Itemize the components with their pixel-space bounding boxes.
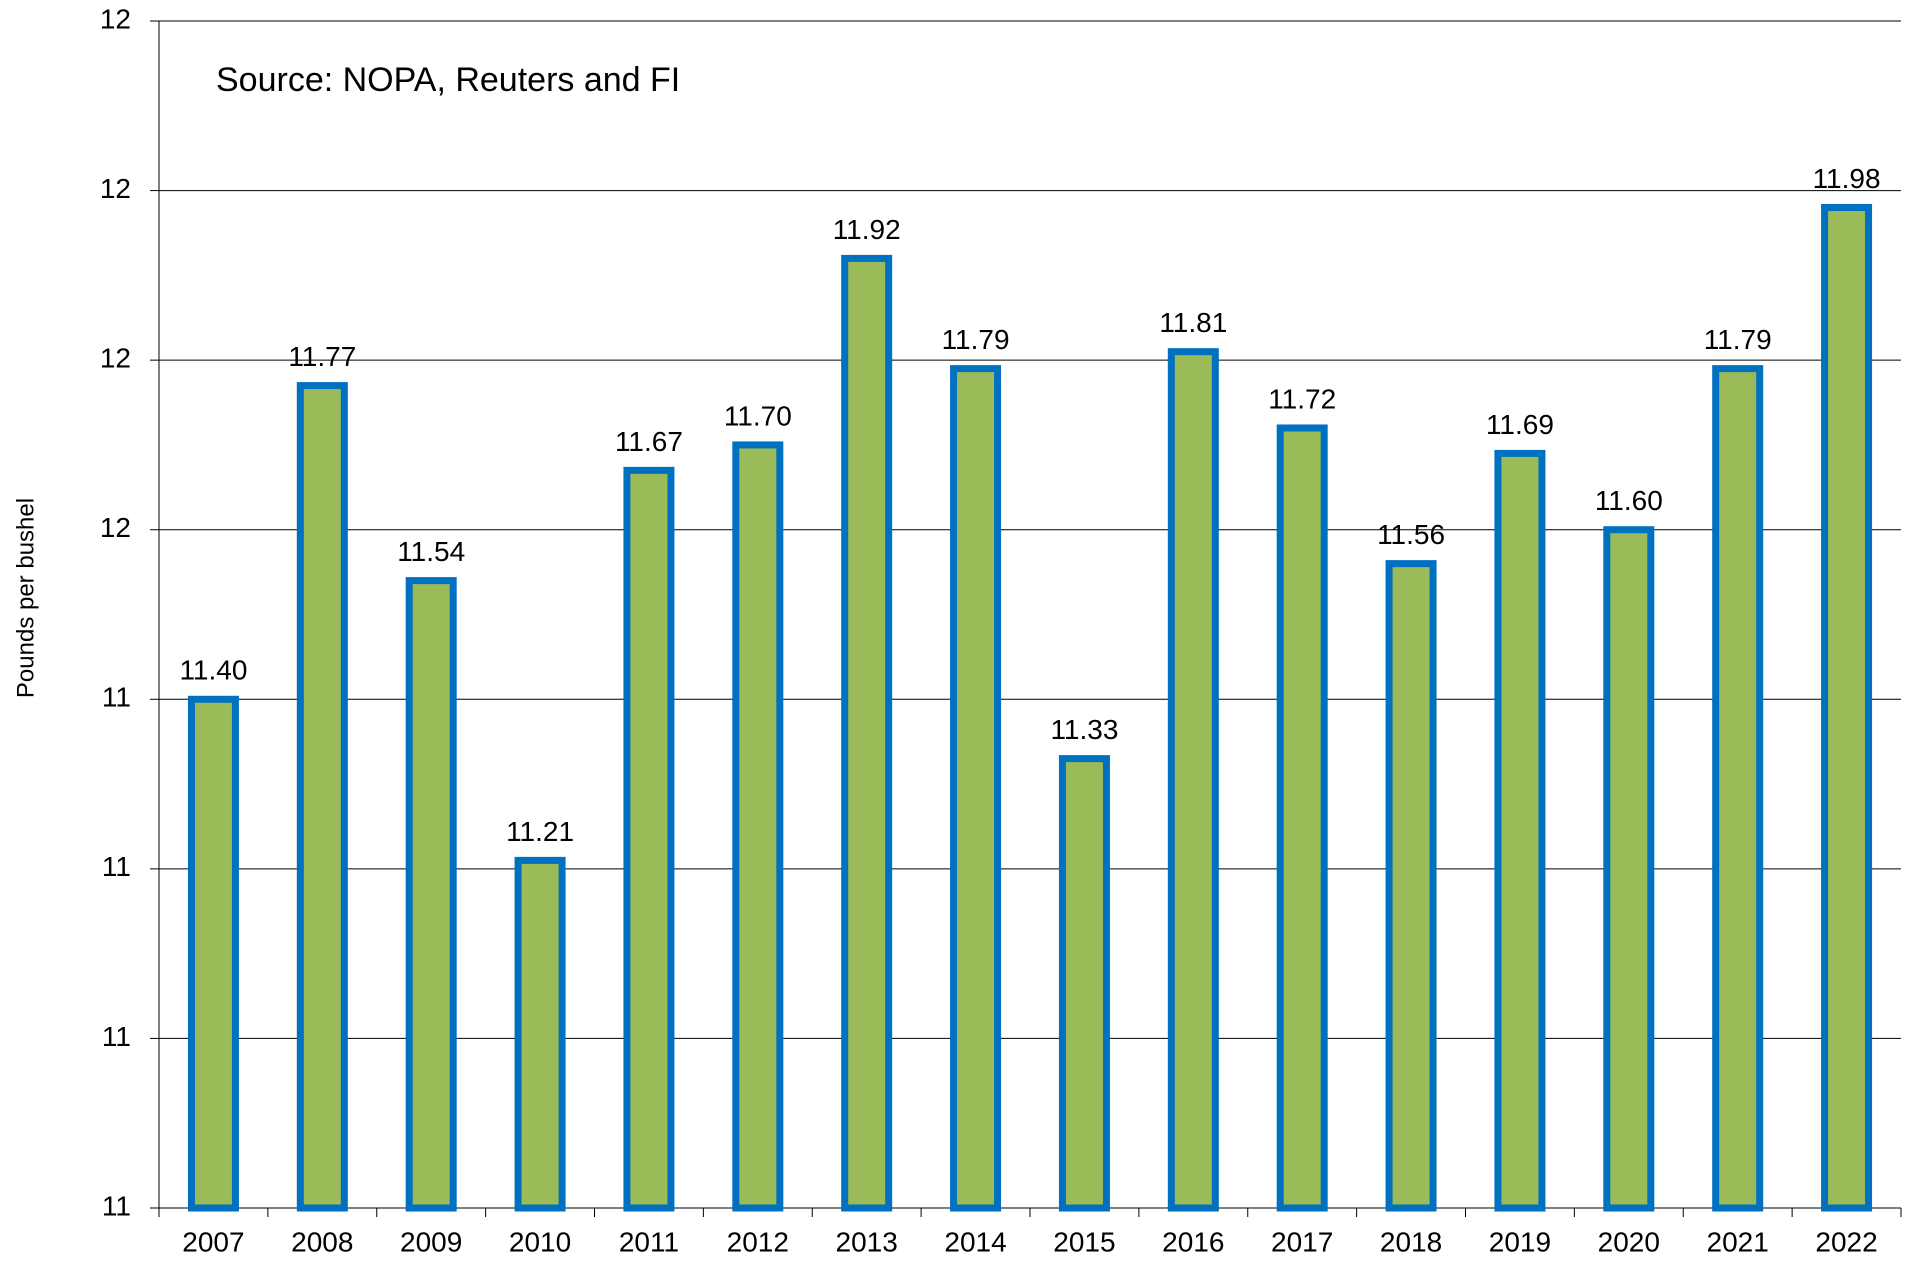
bar bbox=[950, 365, 1002, 1212]
x-tick-label: 2008 bbox=[291, 1226, 353, 1257]
bar bbox=[732, 441, 784, 1212]
x-tick-label: 2014 bbox=[944, 1226, 1006, 1257]
x-tick-label: 2010 bbox=[509, 1226, 571, 1257]
value-label: 11.92 bbox=[833, 214, 901, 245]
bar bbox=[1167, 348, 1219, 1212]
x-tick-label: 2021 bbox=[1707, 1226, 1769, 1257]
bar bbox=[1821, 204, 1873, 1212]
value-label: 11.54 bbox=[397, 536, 465, 567]
value-label: 11.79 bbox=[1704, 324, 1772, 355]
y-tick-label: 11 bbox=[102, 1021, 131, 1052]
x-tick-label: 2012 bbox=[727, 1226, 789, 1257]
value-label: 11.79 bbox=[942, 324, 1010, 355]
bar bbox=[405, 577, 457, 1212]
x-tick-label: 2022 bbox=[1815, 1226, 1877, 1257]
x-tick-label: 2017 bbox=[1271, 1226, 1333, 1257]
x-tick-label: 2016 bbox=[1162, 1226, 1224, 1257]
bar bbox=[187, 695, 239, 1212]
value-label: 11.70 bbox=[724, 400, 792, 431]
value-label: 11.60 bbox=[1595, 485, 1663, 516]
x-tick-label: 2007 bbox=[182, 1226, 244, 1257]
bar bbox=[514, 856, 566, 1212]
value-label: 11.21 bbox=[506, 816, 574, 847]
x-tick-label: 2018 bbox=[1380, 1226, 1442, 1257]
value-label: 11.56 bbox=[1377, 519, 1445, 550]
value-label: 11.69 bbox=[1486, 409, 1554, 440]
y-tick-label: 11 bbox=[102, 851, 131, 882]
bar bbox=[1276, 424, 1328, 1212]
y-tick-label: 11 bbox=[102, 1190, 131, 1221]
value-label: 11.72 bbox=[1268, 383, 1336, 414]
bar bbox=[1603, 526, 1655, 1212]
x-tick-label: 2015 bbox=[1053, 1226, 1115, 1257]
x-tick-label: 2013 bbox=[836, 1226, 898, 1257]
value-label: 11.77 bbox=[288, 341, 356, 372]
y-tick-label: 11 bbox=[102, 682, 131, 713]
bar bbox=[841, 254, 893, 1212]
x-tick-label: 2009 bbox=[400, 1226, 462, 1257]
y-axis-label: Pounds per bushel bbox=[12, 498, 39, 698]
value-label: 11.98 bbox=[1813, 163, 1881, 194]
bar bbox=[1494, 449, 1546, 1212]
x-tick-label: 2011 bbox=[619, 1226, 679, 1257]
x-tick-label: 2020 bbox=[1598, 1226, 1660, 1257]
value-label: 11.33 bbox=[1050, 714, 1118, 745]
value-label: 11.67 bbox=[615, 426, 683, 457]
annotation: Source: NOPA, Reuters and FI bbox=[216, 61, 680, 99]
bar bbox=[623, 466, 675, 1212]
y-tick-label: 12 bbox=[100, 512, 131, 543]
y-tick-label: 12 bbox=[100, 3, 131, 34]
value-label: 11.81 bbox=[1159, 307, 1227, 338]
bar bbox=[296, 382, 348, 1212]
bar bbox=[1712, 365, 1764, 1212]
y-tick-label: 12 bbox=[100, 343, 131, 374]
bar bbox=[1385, 560, 1437, 1212]
x-tick-label: 2019 bbox=[1489, 1226, 1551, 1257]
y-tick-label: 12 bbox=[100, 173, 131, 204]
bar bbox=[1058, 755, 1110, 1212]
value-label: 11.40 bbox=[179, 655, 247, 686]
